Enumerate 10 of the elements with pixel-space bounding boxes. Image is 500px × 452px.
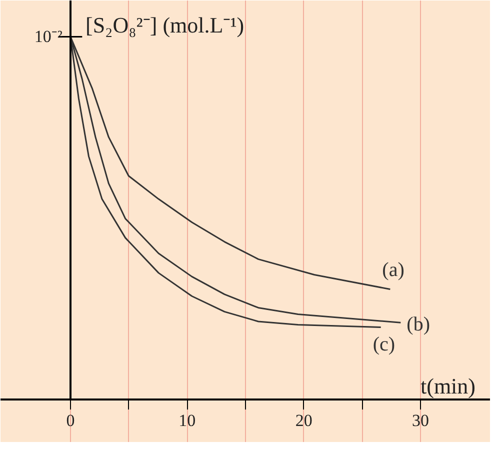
x-tick-label: 30: [412, 411, 429, 430]
annotation: 10⁻²: [34, 27, 63, 46]
series-label: (c): [372, 333, 396, 356]
series-label: (a): [382, 259, 404, 282]
x-axis-title: t(min): [420, 374, 476, 398]
series-label: (b): [406, 314, 430, 336]
x-tick-label: 0: [66, 411, 75, 430]
x-tick-label: 10: [178, 411, 196, 430]
y-axis-title: [S₂O₈²⁻] (mol.L⁻¹): [86, 12, 244, 38]
x-tick-label: 20: [295, 411, 312, 430]
